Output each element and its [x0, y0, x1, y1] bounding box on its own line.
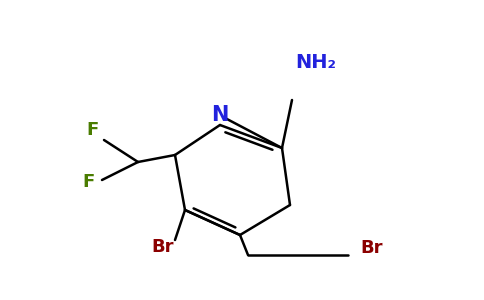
Text: N: N [212, 105, 228, 125]
Text: Br: Br [360, 239, 382, 257]
Text: F: F [82, 173, 94, 191]
Text: NH₂: NH₂ [295, 52, 336, 71]
Text: Br: Br [152, 238, 174, 256]
Text: F: F [86, 121, 98, 139]
